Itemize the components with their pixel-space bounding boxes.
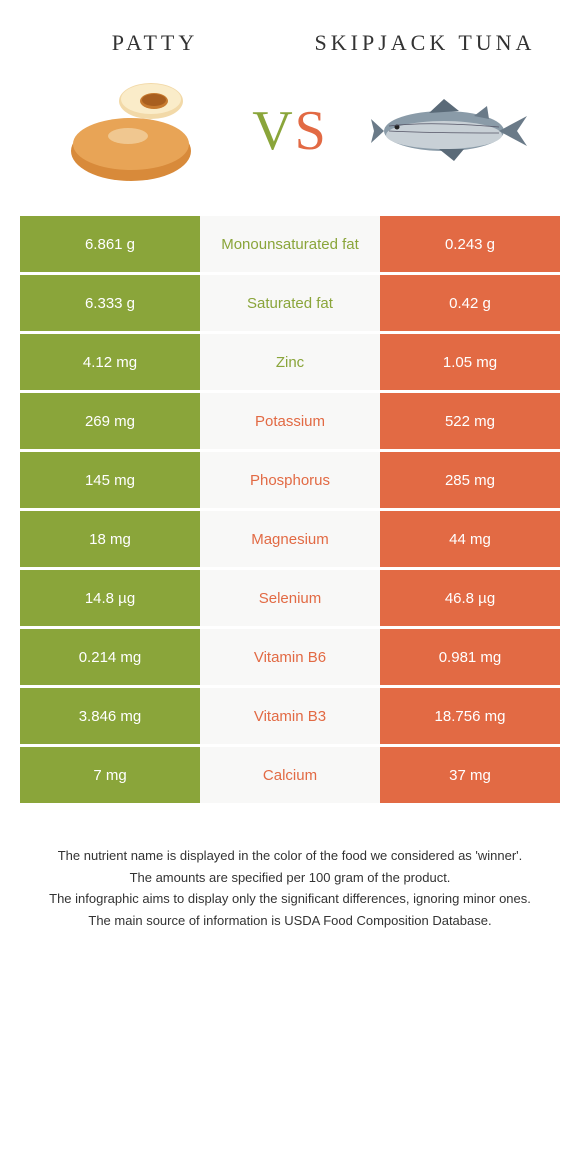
- nutrient-name: Zinc: [200, 334, 380, 390]
- footer-line-3: The infographic aims to display only the…: [30, 889, 550, 909]
- header-titles: Patty Skipjack Tuna: [0, 0, 580, 66]
- tuna-image: [338, 91, 560, 171]
- footer-line-2: The amounts are specified per 100 gram o…: [30, 868, 550, 888]
- left-food-title: Patty: [20, 30, 290, 56]
- right-value: 37 mg: [380, 747, 560, 803]
- vs-s: S: [295, 100, 328, 162]
- right-value: 44 mg: [380, 511, 560, 567]
- left-value: 6.861 g: [20, 216, 200, 272]
- left-value: 4.12 mg: [20, 334, 200, 390]
- right-value: 1.05 mg: [380, 334, 560, 390]
- nutrient-name: Calcium: [200, 747, 380, 803]
- nutrient-name: Saturated fat: [200, 275, 380, 331]
- nutrient-table: 6.861 gMonounsaturated fat0.243 g6.333 g…: [20, 216, 560, 803]
- left-value: 269 mg: [20, 393, 200, 449]
- nutrient-row: 4.12 mgZinc1.05 mg: [20, 334, 560, 390]
- patty-image: [20, 76, 242, 186]
- nutrient-row: 6.333 gSaturated fat0.42 g: [20, 275, 560, 331]
- right-value: 18.756 mg: [380, 688, 560, 744]
- nutrient-row: 7 mgCalcium37 mg: [20, 747, 560, 803]
- nutrient-row: 0.214 mgVitamin B60.981 mg: [20, 629, 560, 685]
- right-value: 0.42 g: [380, 275, 560, 331]
- right-value: 285 mg: [380, 452, 560, 508]
- right-value: 0.243 g: [380, 216, 560, 272]
- nutrient-row: 3.846 mgVitamin B318.756 mg: [20, 688, 560, 744]
- nutrient-name: Phosphorus: [200, 452, 380, 508]
- left-value: 6.333 g: [20, 275, 200, 331]
- left-value: 0.214 mg: [20, 629, 200, 685]
- vs-label: VS: [252, 99, 328, 163]
- nutrient-name: Vitamin B6: [200, 629, 380, 685]
- nutrient-row: 145 mgPhosphorus285 mg: [20, 452, 560, 508]
- left-value: 14.8 µg: [20, 570, 200, 626]
- nutrient-name: Monounsaturated fat: [200, 216, 380, 272]
- nutrient-name: Magnesium: [200, 511, 380, 567]
- left-value: 7 mg: [20, 747, 200, 803]
- right-food-title: Skipjack Tuna: [290, 30, 560, 56]
- right-value: 522 mg: [380, 393, 560, 449]
- images-row: VS: [0, 66, 580, 216]
- left-value: 3.846 mg: [20, 688, 200, 744]
- footer-line-4: The main source of information is USDA F…: [30, 911, 550, 931]
- nutrient-row: 14.8 µgSelenium46.8 µg: [20, 570, 560, 626]
- footer-line-1: The nutrient name is displayed in the co…: [30, 846, 550, 866]
- nutrient-name: Potassium: [200, 393, 380, 449]
- right-value: 46.8 µg: [380, 570, 560, 626]
- nutrient-row: 6.861 gMonounsaturated fat0.243 g: [20, 216, 560, 272]
- nutrient-name: Vitamin B3: [200, 688, 380, 744]
- nutrient-row: 18 mgMagnesium44 mg: [20, 511, 560, 567]
- right-value: 0.981 mg: [380, 629, 560, 685]
- left-value: 145 mg: [20, 452, 200, 508]
- vs-v: V: [252, 100, 294, 162]
- nutrient-name: Selenium: [200, 570, 380, 626]
- left-value: 18 mg: [20, 511, 200, 567]
- nutrient-row: 269 mgPotassium522 mg: [20, 393, 560, 449]
- footer-notes: The nutrient name is displayed in the co…: [0, 806, 580, 952]
